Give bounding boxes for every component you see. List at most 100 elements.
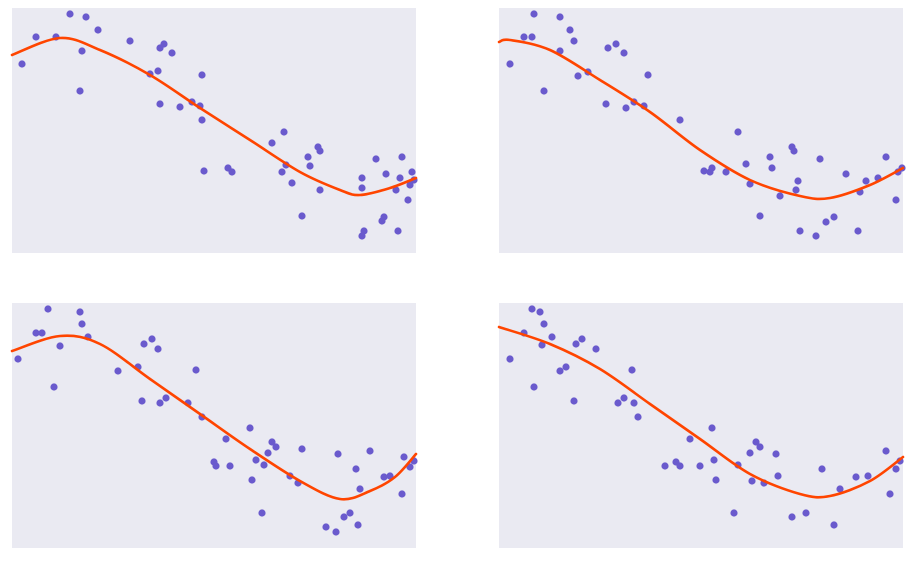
data-point	[366, 447, 374, 455]
data-point	[198, 71, 206, 79]
data-point	[752, 438, 760, 446]
data-point	[226, 462, 234, 470]
data-point	[264, 449, 272, 457]
data-point	[620, 49, 628, 57]
data-point	[574, 72, 582, 80]
data-point	[32, 329, 40, 337]
data-point	[38, 329, 46, 337]
data-point	[322, 523, 330, 531]
data-point	[252, 456, 260, 464]
data-point	[260, 461, 268, 469]
data-point	[548, 333, 556, 341]
data-point	[192, 366, 200, 374]
data-point	[212, 462, 220, 470]
data-point	[382, 170, 390, 178]
data-point	[892, 196, 900, 204]
data-point	[160, 40, 168, 48]
data-point	[506, 355, 514, 363]
data-point	[730, 509, 738, 517]
fit-line	[10, 334, 418, 501]
data-point	[712, 476, 720, 484]
data-point	[114, 367, 122, 375]
data-point	[334, 450, 342, 458]
data-point	[404, 196, 412, 204]
data-point	[304, 153, 312, 161]
data-point	[258, 509, 266, 517]
data-point	[392, 186, 400, 194]
data-point	[700, 167, 708, 175]
data-point	[556, 367, 564, 375]
data-point	[32, 33, 40, 41]
data-point	[644, 71, 652, 79]
data-point	[768, 164, 776, 172]
data-point	[332, 528, 340, 536]
data-point	[774, 472, 782, 480]
data-point	[776, 192, 784, 200]
data-point	[394, 227, 402, 235]
data-point	[154, 67, 162, 75]
data-point	[316, 147, 324, 155]
data-point	[280, 128, 288, 136]
data-point	[356, 485, 364, 493]
data-point	[592, 345, 600, 353]
chart-panel	[497, 303, 905, 548]
data-point	[176, 103, 184, 111]
data-point	[82, 13, 90, 21]
data-point	[852, 473, 860, 481]
data-point	[66, 10, 74, 18]
data-point	[520, 33, 528, 41]
data-point	[126, 37, 134, 45]
fit-line	[10, 36, 418, 197]
data-point	[340, 513, 348, 521]
data-point	[540, 87, 548, 95]
data-point	[248, 476, 256, 484]
data-point	[566, 26, 574, 34]
data-point	[140, 340, 148, 348]
data-point	[634, 413, 642, 421]
data-point	[316, 186, 324, 194]
data-point	[612, 40, 620, 48]
data-point	[18, 60, 26, 68]
data-point	[148, 335, 156, 343]
data-point	[540, 320, 548, 328]
data-point	[742, 160, 750, 168]
data-point	[794, 177, 802, 185]
data-point	[358, 184, 366, 192]
data-point	[572, 340, 580, 348]
data-point	[864, 472, 872, 480]
data-point	[708, 424, 716, 432]
data-point	[306, 162, 314, 170]
data-point	[756, 212, 764, 220]
data-point	[830, 213, 838, 221]
data-point	[352, 465, 360, 473]
data-point	[78, 320, 86, 328]
data-point	[746, 449, 754, 457]
data-point	[812, 232, 820, 240]
data-point	[372, 155, 380, 163]
data-point	[530, 383, 538, 391]
data-point	[892, 465, 900, 473]
data-point	[278, 168, 286, 176]
data-point	[602, 100, 610, 108]
data-point	[406, 181, 414, 189]
data-point	[788, 513, 796, 521]
data-point	[570, 37, 578, 45]
data-point	[614, 399, 622, 407]
data-point	[358, 232, 366, 240]
data-point	[94, 26, 102, 34]
data-point	[562, 363, 570, 371]
data-point	[78, 47, 86, 55]
data-point	[386, 472, 394, 480]
data-point	[734, 128, 742, 136]
data-point	[528, 33, 536, 41]
data-point	[686, 435, 694, 443]
data-point	[862, 177, 870, 185]
data-point	[830, 521, 838, 529]
data-point	[604, 44, 612, 52]
data-point	[628, 366, 636, 374]
data-point	[622, 104, 630, 112]
data-point	[400, 453, 408, 461]
data-point	[792, 186, 800, 194]
data-point	[661, 462, 669, 470]
data-point	[790, 147, 798, 155]
